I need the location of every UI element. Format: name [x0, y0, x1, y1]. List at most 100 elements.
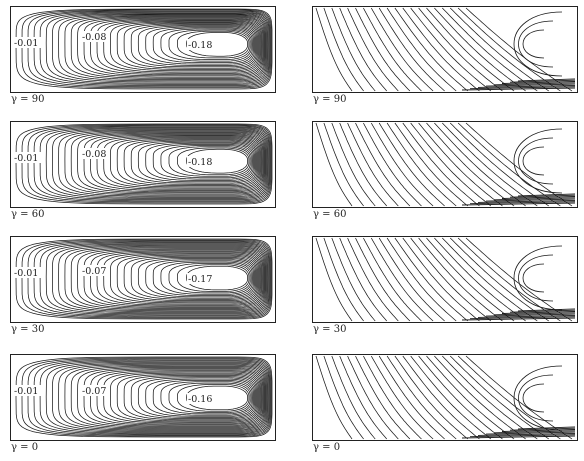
streamline-contour — [168, 263, 251, 294]
isotherm-contour — [418, 7, 503, 92]
isotherm-contour — [449, 122, 550, 207]
streamline-contour — [123, 375, 257, 421]
streamline-contour — [110, 372, 259, 423]
isotherm-contour — [339, 7, 387, 92]
isotherm-dense — [477, 432, 576, 436]
isotherm-dense — [517, 426, 576, 430]
isotherm-contour — [410, 355, 492, 440]
isotherm-dense — [477, 199, 576, 203]
streamline-contour — [52, 362, 268, 432]
isotherm-contour — [347, 355, 399, 440]
isotherm-dense — [509, 194, 576, 198]
isotherm-dense — [461, 202, 576, 206]
isotherm-dense — [461, 87, 576, 91]
streamline-contour — [58, 129, 267, 197]
streamline-contour — [58, 14, 267, 82]
isotherm-contour — [315, 7, 353, 92]
streamline-contour — [27, 358, 271, 436]
streamline-contour — [123, 255, 257, 301]
streamline-contour — [52, 244, 268, 314]
label-backdrop — [187, 393, 215, 404]
streamline-contour — [52, 129, 268, 198]
streamline-contour — [110, 21, 259, 72]
streamline-contour — [145, 378, 254, 417]
isotherm-contour — [315, 237, 353, 322]
isotherm-tongue — [513, 365, 563, 431]
streamfunction-panel: -0.01 -0.08 -0.18 — [10, 121, 276, 208]
isotherm-dense — [485, 313, 576, 317]
label-backdrop — [81, 31, 109, 42]
isotherm-contour — [457, 237, 561, 322]
contour-label-core: -0.18 — [188, 157, 212, 168]
isotherm-dense — [517, 308, 576, 312]
streamline-contour — [152, 144, 253, 180]
panel-frame — [312, 236, 578, 323]
isotherm-contour — [442, 237, 538, 322]
isotherm-dense — [485, 198, 576, 202]
isotherm-tongue — [522, 383, 545, 413]
streamline-contour — [130, 140, 256, 184]
isotherm-contour — [323, 355, 364, 440]
isotherm-dense — [493, 312, 576, 316]
isotherm-tongue — [513, 11, 563, 77]
isotherm-contour — [402, 355, 480, 440]
isotherm-dense — [509, 427, 576, 431]
streamline-contour — [130, 376, 256, 419]
streamfunction-panel: -0.01 -0.07 -0.16 — [10, 354, 276, 441]
streamline-contour — [110, 137, 259, 188]
isotherm-contour — [331, 122, 376, 207]
isotherm-contour — [457, 355, 561, 440]
isotherm-tongue — [513, 245, 563, 311]
isotherm-dense — [469, 434, 576, 438]
streamline-contour — [137, 25, 255, 66]
isotherm-contour — [378, 237, 445, 322]
isotherm-contour — [386, 355, 457, 440]
isotherm-contour — [434, 237, 526, 322]
isotherm-contour — [347, 7, 399, 92]
isotherm-contour — [386, 7, 457, 92]
streamline-contour — [90, 134, 262, 191]
label-backdrop — [187, 273, 215, 284]
contour-label-core: -0.17 — [188, 274, 212, 285]
isotherm-contour — [465, 355, 573, 440]
streamline-contour — [45, 243, 269, 315]
panel-frame — [312, 354, 578, 441]
isotherm-tongue — [522, 263, 545, 293]
isotherm-dense — [493, 82, 576, 86]
label-backdrop — [13, 152, 41, 163]
isotherm-contour — [331, 7, 376, 92]
isotherm-contour — [347, 122, 399, 207]
isotherm-contour — [355, 122, 411, 207]
contour-label-core: -0.16 — [188, 394, 212, 405]
contour-label-outer: -0.01 — [14, 386, 38, 397]
isotherm-contour — [418, 237, 503, 322]
isotherm-contour — [370, 7, 434, 92]
streamline-contour — [116, 254, 258, 303]
isotherm-contour — [386, 237, 457, 322]
isotherm-tongue — [518, 374, 554, 422]
streamline-contour — [70, 247, 265, 310]
panel-frame — [312, 6, 578, 93]
streamlines — [15, 238, 273, 320]
temperature-panel — [312, 121, 578, 208]
contour-label-outer: -0.01 — [14, 268, 38, 279]
streamline-contour — [186, 385, 248, 411]
contour-label-mid: -0.07 — [82, 266, 106, 277]
streamlines — [15, 356, 273, 438]
isotherm-contour — [355, 355, 411, 440]
gamma-caption-left: γ = 90 — [11, 94, 45, 105]
streamline-contour — [137, 258, 255, 299]
isotherm-dense — [501, 429, 576, 432]
isotherm-dense — [501, 311, 576, 314]
isotherm-contour — [449, 355, 550, 440]
isotherm-contour — [449, 237, 550, 322]
streamline-contour — [64, 246, 266, 312]
isotherm-contour — [402, 237, 480, 322]
streamline-contour — [177, 30, 250, 59]
isotherm-contour — [434, 7, 526, 92]
isotherm-contour — [363, 7, 422, 92]
streamline-contour — [77, 132, 264, 194]
isotherm-dense — [517, 193, 576, 197]
streamline-contour — [160, 28, 252, 62]
streamline-contour — [77, 367, 264, 428]
